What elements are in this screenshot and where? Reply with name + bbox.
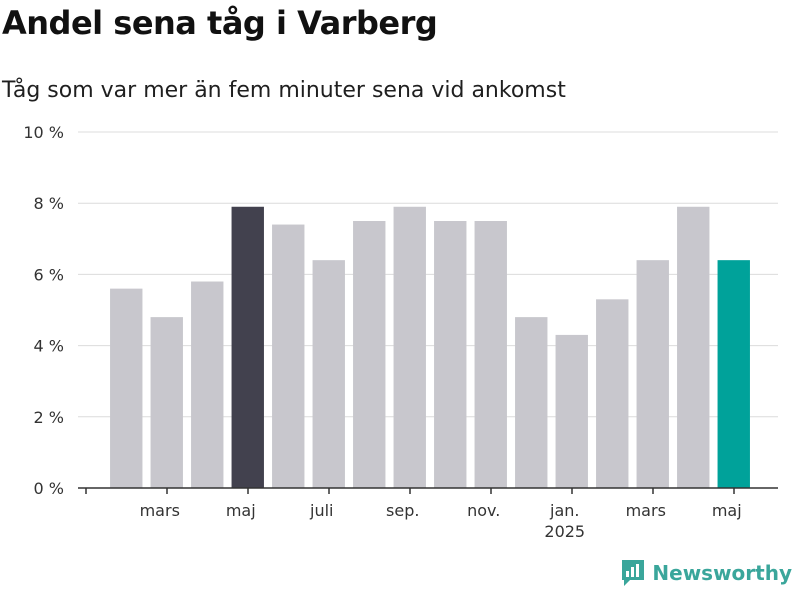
y-tick-label: 8 %: [34, 194, 64, 213]
y-tick-label: 2 %: [34, 408, 64, 427]
bar: [677, 206, 710, 488]
brand-name: Newsworthy: [652, 561, 792, 585]
bar: [474, 221, 507, 488]
brand-logo: Newsworthy: [620, 558, 792, 588]
bar: [231, 206, 264, 488]
x-tick-label: maj: [712, 501, 742, 520]
y-tick-label: 4 %: [34, 337, 64, 356]
bar: [110, 288, 143, 488]
y-tick-label: 0 %: [34, 479, 64, 498]
x-tick-label: sep.: [386, 501, 419, 520]
chart-subtitle: Tåg som var mer än fem minuter sena vid …: [2, 78, 566, 103]
bar: [191, 281, 224, 488]
bar: [717, 260, 750, 488]
bar: [515, 317, 548, 488]
x-tick-label: nov.: [467, 501, 500, 520]
bar: [393, 206, 426, 488]
x-tick-label: juli: [309, 501, 333, 520]
bar: [555, 334, 588, 488]
y-tick-label: 10 %: [23, 123, 64, 142]
newsworthy-logo-icon: [622, 560, 645, 586]
bar: [434, 221, 467, 488]
x-tick-label: mars: [140, 501, 180, 520]
bar: [636, 260, 669, 488]
x-tick-sublabel: 2025: [544, 522, 585, 541]
bar: [596, 299, 629, 488]
x-tick-label: mars: [626, 501, 666, 520]
bar: [312, 260, 345, 488]
bar: [353, 221, 386, 488]
chart-title: Andel sena tåg i Varberg: [2, 4, 438, 42]
bar: [150, 317, 183, 488]
x-tick-label: jan.: [549, 501, 579, 520]
y-tick-label: 6 %: [34, 265, 64, 284]
bar: [272, 224, 305, 488]
x-tick-label: maj: [226, 501, 256, 520]
